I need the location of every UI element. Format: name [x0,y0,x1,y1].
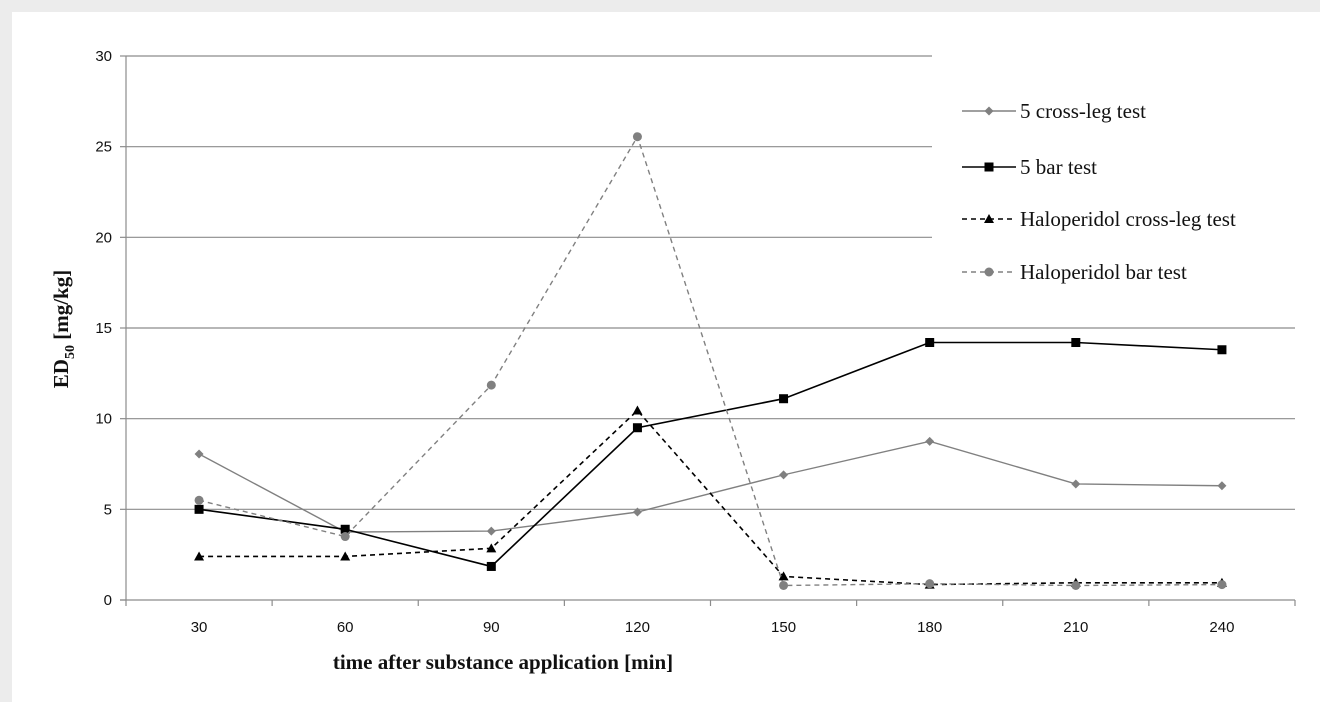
data-point [779,580,789,590]
legend-item: 5 cross-leg test [962,99,1146,123]
series-4 [194,132,1227,590]
data-point [778,571,789,581]
data-point [486,526,496,536]
data-series [194,132,1227,590]
legend-label: 5 bar test [1020,155,1097,179]
x-tick-label: 240 [1209,619,1234,636]
x-tick-label: 120 [625,619,650,636]
y-tick-label: 20 [95,229,112,246]
data-point [1217,481,1227,491]
x-axis-title: time after substance application [min] [333,650,673,674]
data-point [1071,479,1081,489]
data-point [925,436,935,446]
data-point [779,394,789,404]
chart-frame: 0 5 10 15 20 25 30 30 60 90 120 150 180 210 240 time … [12,12,1320,702]
y-tick-label: 25 [95,139,112,156]
data-point [340,524,350,534]
series-line [198,440,1222,533]
legend-item: 5 bar test [962,155,1097,179]
y-axis-title-main: ED [49,359,73,388]
data-point [486,561,496,571]
data-point [1071,338,1081,348]
series-2 [194,338,1227,571]
data-point [1071,580,1081,590]
legend-label: 5 cross-leg test [1020,99,1146,123]
y-tick-label: 15 [95,320,112,337]
x-tick-label: 210 [1063,619,1088,636]
data-point [1217,580,1227,590]
y-tick-labels: 0 5 10 15 20 25 30 [95,48,112,609]
data-point [925,579,935,589]
line-chart: 0 5 10 15 20 25 30 30 60 90 120 150 180 210 240 time … [49,48,1296,674]
series-1 [194,436,1227,537]
y-tick-label: 30 [95,48,112,65]
y-tick-label: 5 [104,501,112,518]
y-axis-title-subscript: 50 [63,345,78,359]
series-3 [194,405,1227,589]
legend-marker [984,267,994,277]
x-tick-label: 60 [337,619,354,636]
x-tick-label: 150 [771,619,796,636]
legend-marker [984,162,994,172]
x-tick-labels: 30 60 90 120 150 180 210 240 [191,619,1235,636]
data-point [632,423,642,433]
data-point [632,405,643,415]
axes [120,55,1296,606]
y-tick-label: 10 [95,411,112,428]
data-point [779,470,789,480]
gridlines [126,55,1295,510]
legend-label: Haloperidol cross-leg test [1020,207,1236,231]
series-line [198,341,1222,568]
data-point [486,380,496,390]
legend-item: Haloperidol cross-leg test [962,207,1236,231]
data-point [194,449,204,459]
series-line [199,409,1222,586]
data-point [194,495,204,505]
y-axis-title: ED50 [mg/kg] [49,270,78,388]
data-point [340,532,350,542]
data-point [340,551,351,561]
x-tick-label: 30 [191,619,208,636]
data-point [194,551,205,561]
legend: 5 cross-leg test 5 bar test Haloperidol cr… [962,99,1236,284]
x-tick-label: 180 [917,619,942,636]
data-point [1217,345,1227,355]
legend-label: Haloperidol bar test [1020,260,1187,284]
y-axis-title-unit: [mg/kg] [49,270,73,345]
data-point [486,543,497,553]
data-point [925,338,935,348]
data-point [194,504,204,514]
legend-marker [984,106,994,116]
y-tick-label: 0 [104,592,112,609]
legend-marker [984,214,994,223]
data-point [632,132,642,142]
data-point [632,507,642,517]
legend-item: Haloperidol bar test [962,260,1187,284]
series-line [198,134,1222,587]
x-tick-label: 90 [483,619,500,636]
